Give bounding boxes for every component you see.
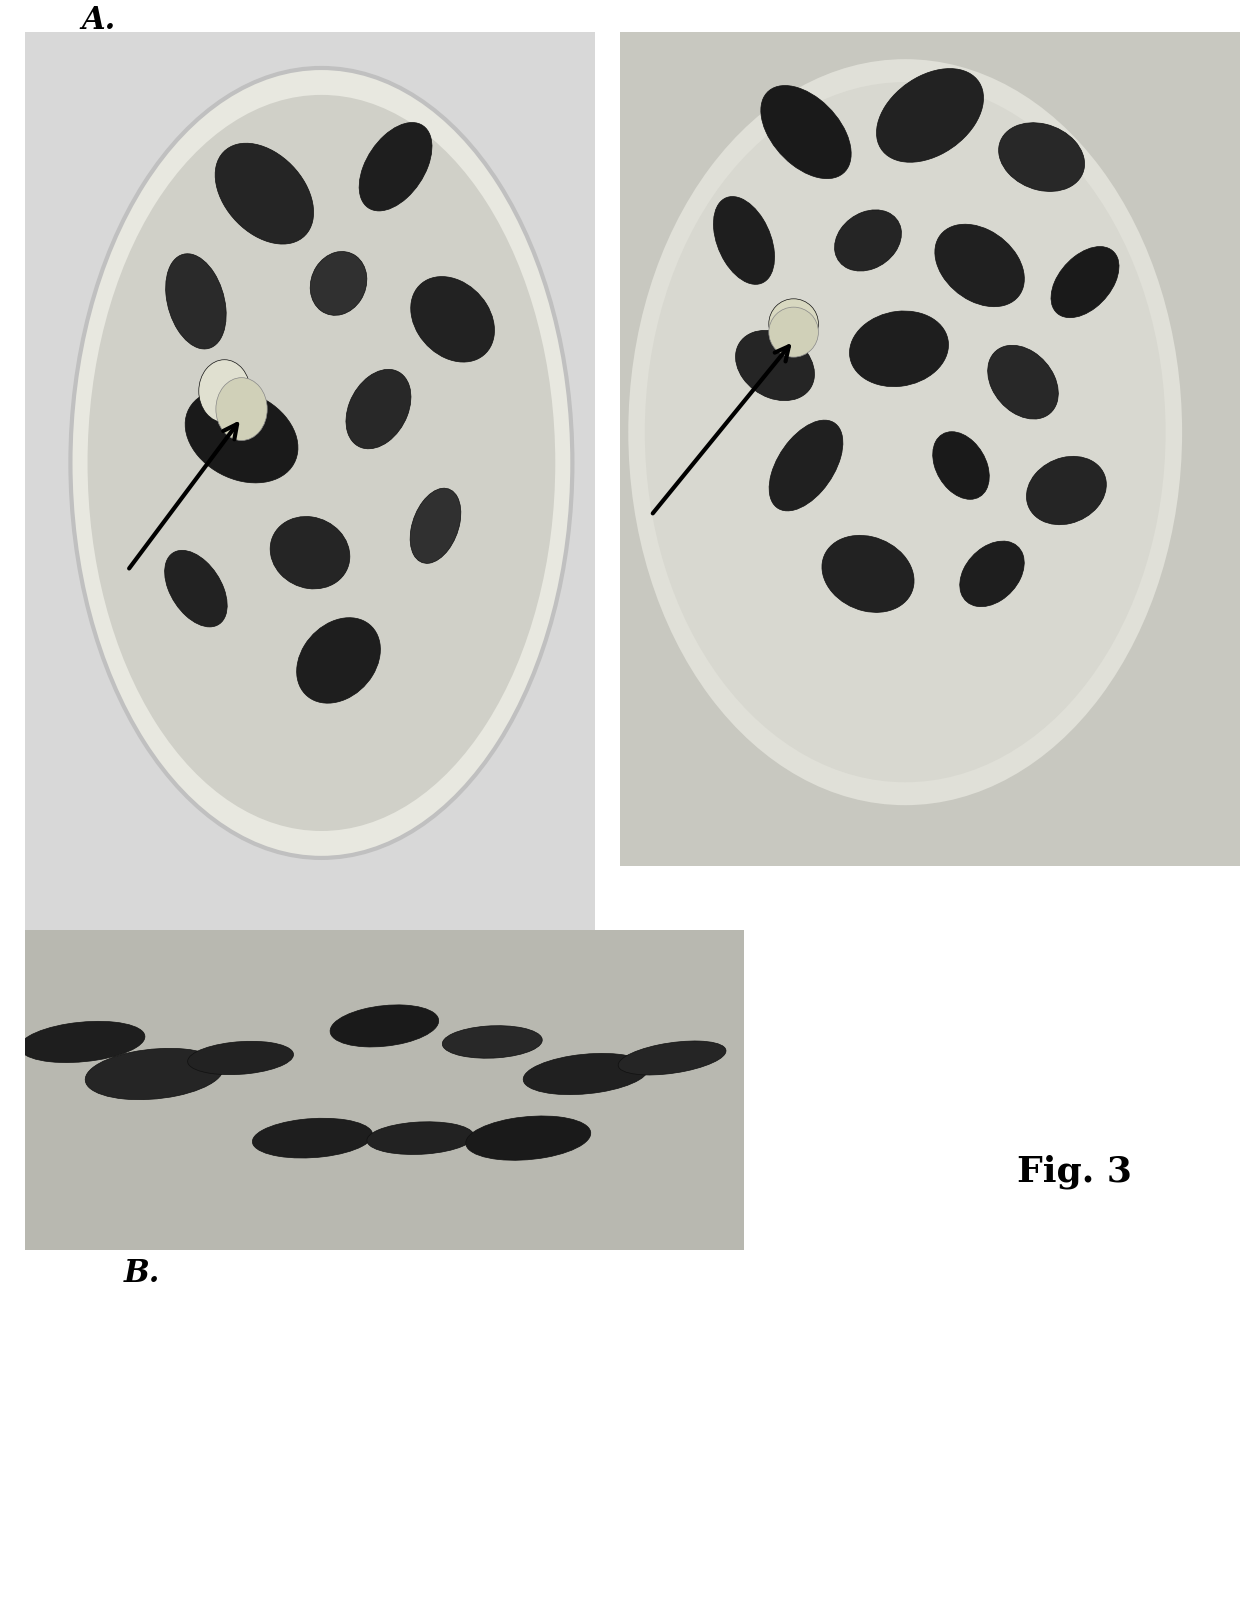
Ellipse shape xyxy=(1027,457,1106,524)
Circle shape xyxy=(71,67,573,858)
FancyBboxPatch shape xyxy=(25,32,595,930)
Ellipse shape xyxy=(988,345,1058,418)
Ellipse shape xyxy=(216,143,314,244)
Ellipse shape xyxy=(166,253,226,349)
Ellipse shape xyxy=(185,390,298,483)
Ellipse shape xyxy=(998,123,1085,191)
Ellipse shape xyxy=(367,1122,474,1154)
Ellipse shape xyxy=(835,210,901,271)
Ellipse shape xyxy=(1052,247,1118,317)
Ellipse shape xyxy=(761,85,851,178)
Ellipse shape xyxy=(769,298,818,349)
Ellipse shape xyxy=(346,369,410,449)
Text: Fig. 3: Fig. 3 xyxy=(1017,1154,1132,1189)
Ellipse shape xyxy=(253,1119,372,1157)
Ellipse shape xyxy=(877,69,983,162)
Ellipse shape xyxy=(20,1021,145,1063)
Ellipse shape xyxy=(296,617,381,704)
Ellipse shape xyxy=(619,1040,725,1076)
Ellipse shape xyxy=(849,311,949,386)
Ellipse shape xyxy=(310,252,367,316)
FancyBboxPatch shape xyxy=(25,930,744,1250)
Text: A.: A. xyxy=(82,5,117,37)
Circle shape xyxy=(645,82,1166,782)
Text: B.: B. xyxy=(124,1258,160,1289)
Ellipse shape xyxy=(165,550,227,627)
FancyBboxPatch shape xyxy=(620,32,1240,866)
Ellipse shape xyxy=(735,330,815,401)
Ellipse shape xyxy=(216,378,268,441)
Ellipse shape xyxy=(769,420,843,511)
Ellipse shape xyxy=(822,535,914,612)
Ellipse shape xyxy=(187,1042,294,1074)
Ellipse shape xyxy=(86,1048,223,1100)
Ellipse shape xyxy=(466,1116,590,1161)
Ellipse shape xyxy=(270,516,350,588)
Ellipse shape xyxy=(443,1026,542,1058)
Ellipse shape xyxy=(932,431,990,499)
Ellipse shape xyxy=(330,1005,439,1047)
Ellipse shape xyxy=(410,277,495,362)
Ellipse shape xyxy=(198,359,250,423)
Ellipse shape xyxy=(960,542,1024,606)
Ellipse shape xyxy=(713,197,775,284)
Ellipse shape xyxy=(935,224,1024,306)
Ellipse shape xyxy=(360,122,432,212)
Circle shape xyxy=(626,58,1184,808)
Ellipse shape xyxy=(523,1053,649,1095)
Ellipse shape xyxy=(410,489,461,563)
Circle shape xyxy=(88,95,556,830)
Ellipse shape xyxy=(769,308,818,357)
